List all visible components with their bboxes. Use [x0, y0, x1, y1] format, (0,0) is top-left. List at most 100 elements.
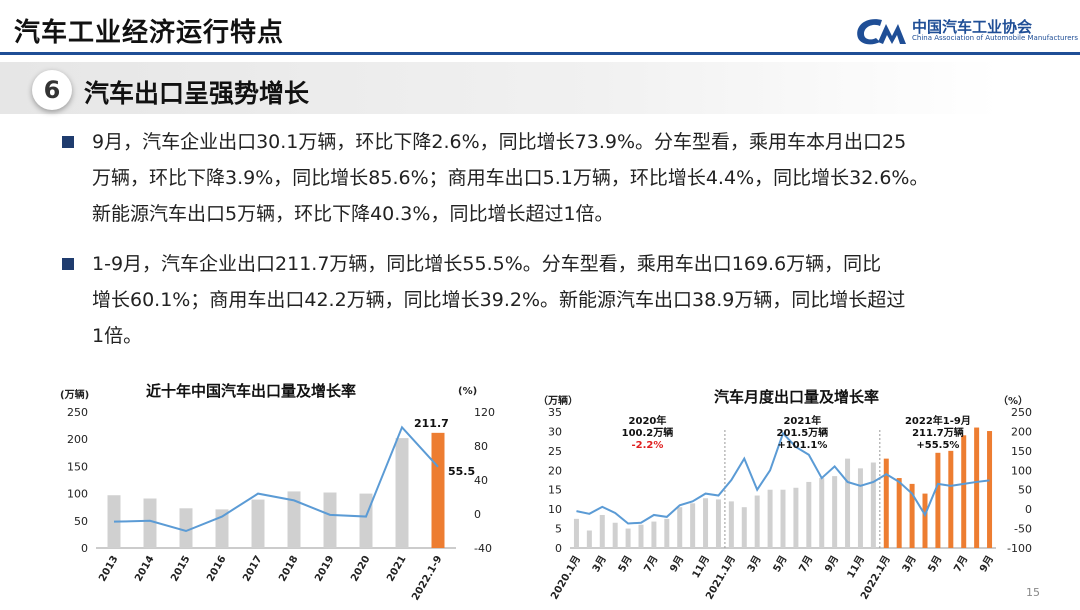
- bullet-line: 9月，汽车企业出口30.1万辆，环比下降2.6%，同比增长73.9%。分车型看，…: [92, 131, 907, 153]
- x-tick-label: 5月: [771, 554, 790, 575]
- bar: [215, 509, 229, 548]
- chart-title: 汽车月度出口量及增长率: [714, 388, 879, 406]
- bar: [767, 489, 773, 548]
- bar: [143, 498, 157, 548]
- x-tick-label: 2020.1月: [548, 554, 583, 602]
- bar: [987, 431, 993, 548]
- x-tick-label: 7月: [951, 554, 970, 575]
- x-tick-label: 5月: [926, 554, 945, 575]
- growth-rate-line: [113, 425, 439, 533]
- x-tick-label: 2015: [169, 554, 192, 584]
- y-tick-label: 250: [67, 406, 88, 419]
- bar: [586, 530, 592, 548]
- section-number: 6: [32, 70, 72, 110]
- year-summary-annotation: 100.2万辆: [622, 426, 674, 439]
- logo-cn-text: 中国汽车工业协会: [912, 18, 1033, 36]
- x-tick-label: 2014: [133, 554, 156, 584]
- y2-tick-label: 150: [1011, 445, 1032, 458]
- y2-tick-label: -50: [1014, 523, 1032, 536]
- bar: [625, 528, 631, 548]
- x-tick-label: 11月: [690, 554, 712, 581]
- y2-tick-label: 100: [1011, 464, 1032, 477]
- y-tick-label: 15: [548, 484, 562, 497]
- bar: [612, 522, 618, 548]
- y-tick-label: 150: [67, 460, 88, 473]
- y2-tick-label: -40: [474, 542, 492, 555]
- x-tick-label: 2019: [313, 554, 336, 584]
- bar: [359, 493, 373, 548]
- y2-tick-label: 50: [1018, 484, 1032, 497]
- y2-axis-label: (%): [458, 386, 477, 397]
- bar: [896, 478, 902, 548]
- y-tick-label: 200: [67, 433, 88, 446]
- bar: [741, 507, 747, 548]
- bar: [793, 487, 799, 548]
- x-tick-label: 7月: [797, 554, 816, 575]
- slide-header: 汽车工业经济运行特点 中国汽车工业协会 China Association of…: [0, 0, 1080, 62]
- caam-logo-icon: [857, 19, 906, 45]
- bar: [431, 432, 445, 548]
- year-summary-annotation: +101.1%: [777, 440, 827, 451]
- x-tick-label: 2017: [241, 554, 264, 584]
- section-band: [0, 62, 1000, 114]
- year-summary-annotation: 2021年: [783, 414, 821, 427]
- bar: [819, 478, 825, 548]
- bar: [754, 495, 760, 548]
- y-tick-label: 0: [555, 542, 562, 555]
- y2-tick-label: 0: [1025, 503, 1032, 516]
- bar: [599, 514, 605, 548]
- year-summary-annotation: 201.5万辆: [777, 426, 829, 439]
- bar: [395, 438, 409, 548]
- x-tick-label: 7月: [642, 554, 661, 575]
- year-summary-annotation: 2022年1-9月: [905, 414, 971, 427]
- bar: [323, 492, 337, 548]
- bar: [948, 450, 954, 548]
- bullet-square-icon: [62, 136, 74, 148]
- y2-tick-label: -100: [1007, 542, 1032, 555]
- bar: [845, 458, 851, 548]
- y2-tick-label: 250: [1011, 406, 1032, 419]
- monthly-export-chart-svg: 汽车月度出口量及增长率 （万辆） （%） 0 5 10 15 20 25 30 35 -100 -50 0…: [538, 388, 1032, 602]
- bar: [883, 458, 889, 548]
- x-tick-label: 5月: [616, 554, 635, 575]
- bar: [703, 498, 709, 548]
- bullet-line: 万辆，环比下降3.9%，同比增长85.6%；商用车出口5.1万辆，环比增长4.4…: [92, 167, 929, 189]
- bar: [870, 462, 876, 548]
- page-number: 15: [1026, 586, 1040, 599]
- y-tick-label: 10: [548, 503, 562, 516]
- data-label-growth: 55.5: [448, 465, 475, 478]
- header-divider: [0, 52, 1080, 55]
- x-tick-label: 3月: [745, 554, 764, 575]
- monthly-export-chart: 汽车月度出口量及增长率 （万辆） （%） 0 5 10 15 20 25 30 35 -100 -50 0…: [536, 380, 1046, 606]
- year-summary-annotation: 211.7万辆: [912, 426, 964, 439]
- bar: [806, 481, 812, 548]
- bar: [651, 521, 657, 548]
- bar: [832, 476, 838, 548]
- y-tick-label: 0: [81, 542, 88, 555]
- bullet-line: 增长60.1%；商用车出口42.2万辆，同比增长39.2%。新能源汽车出口38.…: [92, 289, 906, 311]
- bar: [715, 499, 721, 548]
- y-tick-label: 100: [67, 488, 88, 501]
- growth-rate-line: [576, 431, 990, 525]
- bar: [638, 524, 644, 548]
- bar: [251, 499, 265, 548]
- slide-title: 汽车工业经济运行特点: [14, 18, 285, 48]
- y2-tick-label: 40: [474, 474, 488, 487]
- bullet-square-icon: [62, 258, 74, 270]
- annual-export-chart: 近十年中国汽车出口量及增长率 (万辆) (%) 0 50 100 150 200 250 -40 0…: [56, 370, 516, 606]
- bar: [857, 468, 863, 548]
- logo-en-text: China Association of Automobile Manufact…: [912, 34, 1079, 42]
- x-tick-label: 2020: [349, 554, 372, 584]
- x-tick-label: 9月: [667, 554, 686, 575]
- x-tick-label: 2021: [385, 554, 408, 584]
- x-tick-label: 2022.1-9: [410, 554, 444, 603]
- y2-tick-label: 80: [474, 440, 488, 453]
- y-tick-label: 50: [74, 515, 88, 528]
- x-tick-label: 9月: [822, 554, 841, 575]
- y2-tick-label: 120: [474, 406, 495, 419]
- caam-logo: 中国汽车工业协会 China Association of Automobile…: [852, 14, 1078, 48]
- x-tick-label: 9月: [977, 554, 996, 575]
- y-tick-label: 35: [548, 406, 562, 419]
- bar: [664, 518, 670, 548]
- year-summary-annotation: +55.5%: [916, 440, 959, 451]
